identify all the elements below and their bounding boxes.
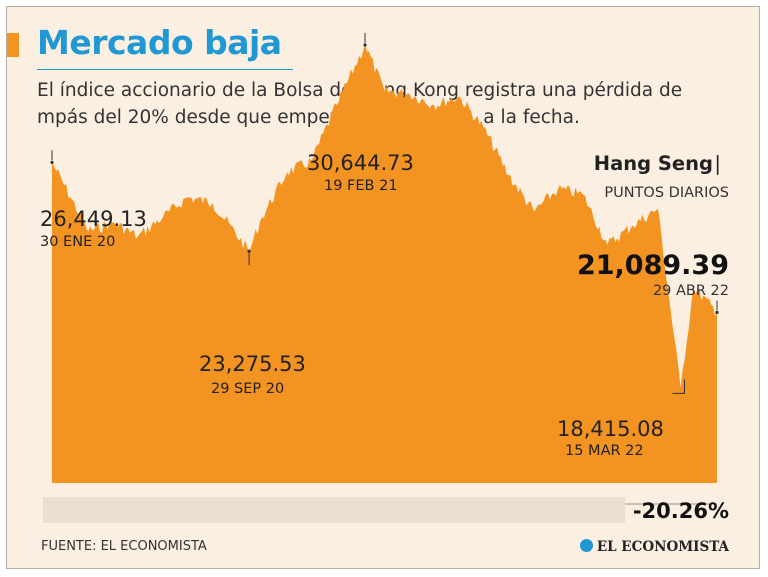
change-value: -20.26% [632,499,729,523]
start-point-marker-dot [50,160,54,165]
change-bar [43,497,625,523]
peak-date-label: 19 FEB 21 [324,178,398,194]
index-unit: PUNTOS DIARIOS [604,185,729,201]
index-name: Hang Seng [593,152,713,175]
infographic-frame: Mercado baja El índice accionario de la … [6,6,760,569]
low-2022-value-label: 18,415.08 [557,417,664,441]
page-title: Mercado baja [37,23,282,62]
hang-seng-chart [50,32,719,517]
title-underline [37,69,293,70]
low-2020-date-label: 29 SEP 20 [211,381,285,397]
source-note: FUENTE: EL ECONOMISTA [41,539,207,554]
start-value-label: 26,449.13 [40,207,147,231]
last-date-label: 29 ABR 22 [652,283,729,299]
low-2020-point-marker-dot [247,249,251,253]
low-2020-value-label: 23,275.53 [199,352,306,376]
accent-bar [7,33,19,57]
last-value-label: 21,089.39 [576,250,729,281]
publisher-logo: EL ECONOMISTA [579,539,729,555]
last-point-marker-dot [715,310,719,315]
price-area [52,44,717,484]
logo-text: EL ECONOMISTA [596,539,729,555]
peak-point-marker-dot [363,43,367,47]
logo-icon [579,539,593,552]
index-name-separator: | [714,152,721,175]
start-date-label: 30 ENE 20 [40,234,116,250]
low-2022-date-label: 15 MAR 22 [565,443,644,459]
low-2022-point-marker [672,379,686,394]
peak-value-label: 30,644.73 [307,151,414,175]
